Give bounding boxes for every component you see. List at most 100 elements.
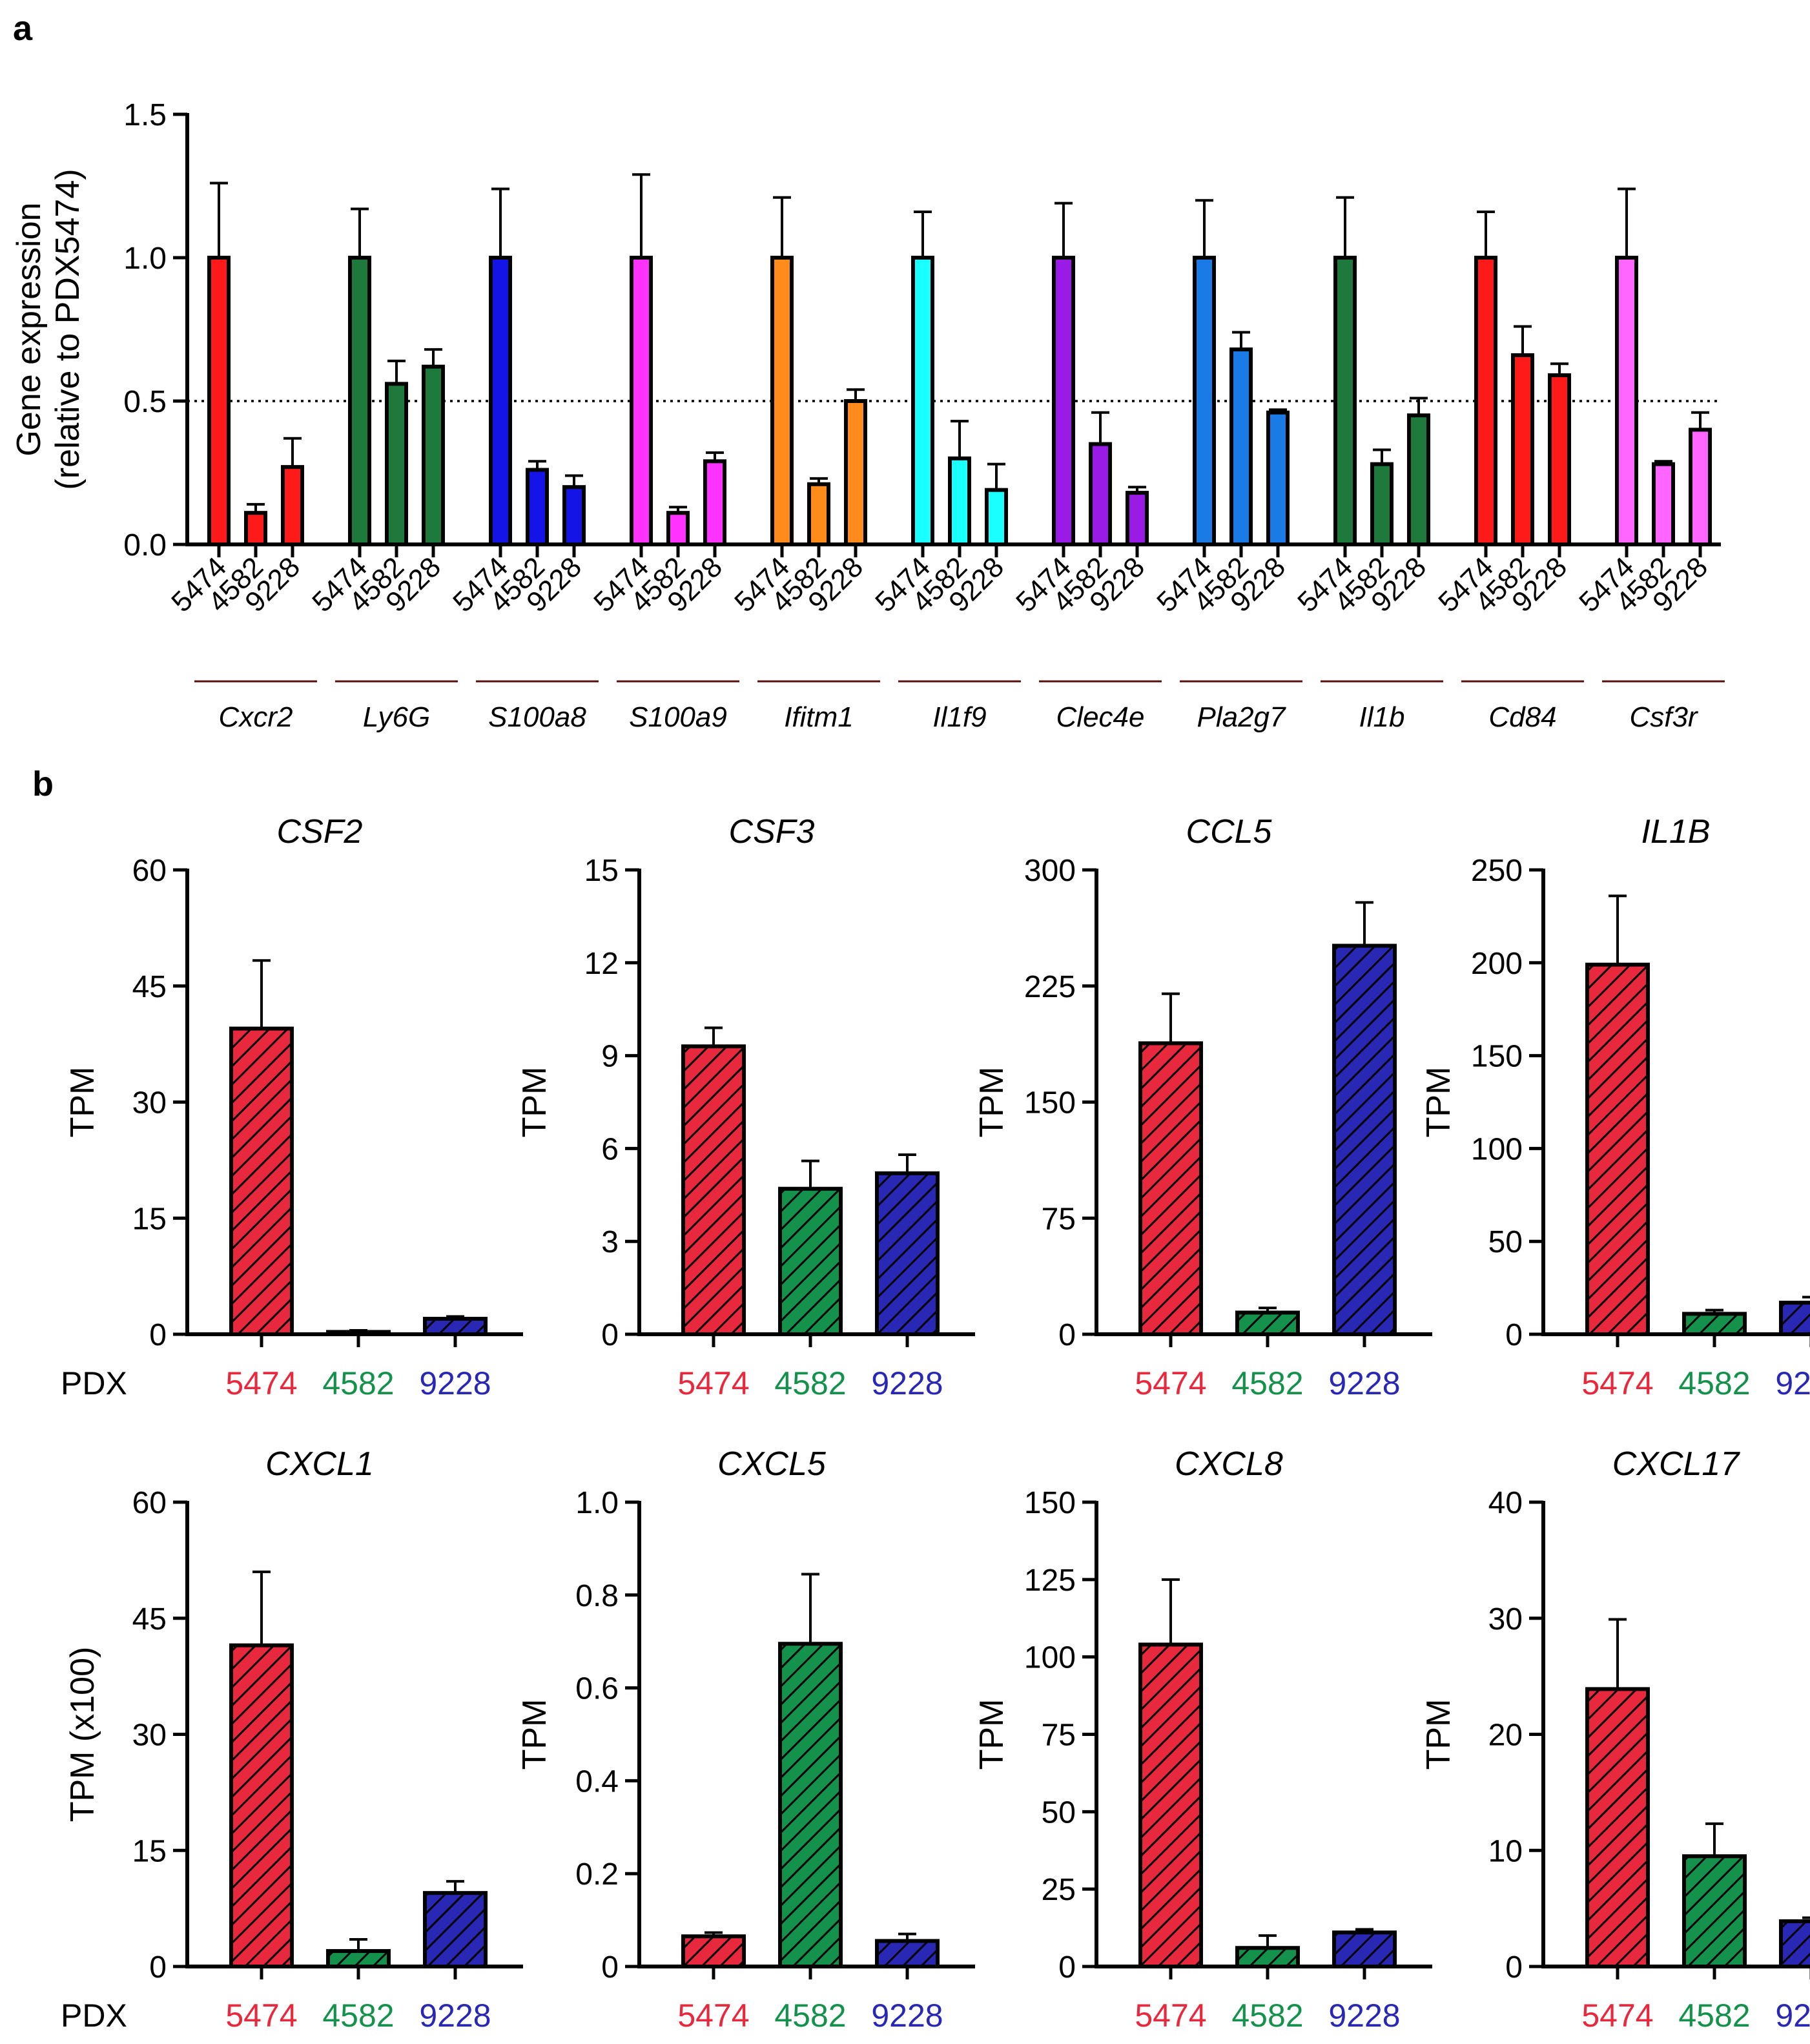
y-axis-title-line2: (relative to PDX5474) [49,169,87,490]
bar-s100a8-5474 [489,256,512,546]
chart-csf2: 0 15 30 45 60 CSF2 TPM 5474 4582 9228 PDX [61,813,523,1401]
pdx-label: PDX [61,1365,127,1401]
y-tick-label: 60 [132,854,167,888]
y-tick-label: 30 [132,1086,167,1120]
bar-csf3r-9228 [1689,428,1712,547]
x-tick-label-4582: 4582 [774,1998,846,2034]
gene-label-csf3r: Csf3r [1629,701,1698,733]
bar-pla2g7-4582 [1229,347,1253,547]
y-tick-label: 15 [132,1834,167,1868]
y-tick-label: 20 [1488,1719,1523,1753]
bar-csf3r-5474 [1615,256,1638,546]
y-tick-label: 45 [132,1602,167,1636]
x-tick-label-9228: 9228 [419,1365,491,1401]
bar-5474 [1138,1642,1203,1969]
bar-5474 [1138,1041,1203,1336]
bar-clec4e-9228 [1126,491,1149,547]
y-tick-label: 0.4 [575,1764,619,1799]
panel-a-label: a [13,9,33,48]
bar-cxcr2-9228 [281,465,304,546]
y-tick-label: 6 [601,1132,619,1166]
x-tick-label-4582: 4582 [1231,1998,1303,2034]
y-tick-label: 300 [1024,854,1076,888]
gene-label-s100a8: S100a8 [488,701,586,733]
x-tick-label-9228: 9228 [1775,1365,1810,1401]
chart-cxcl17: 0 10 20 30 40 CXCL17 TPM 5474 4582 9228 [1420,1445,1810,2034]
y-tick-label: 0.2 [575,1857,619,1892]
x-tick-label-9228: 9228 [419,1998,491,2034]
chart-cxcl1: 0 15 30 45 60 CXCL1 TPM (x100) 5474 4582 9228 PDX [61,1445,523,2034]
bar-9228 [1779,1301,1810,1337]
x-tick-label-9228: 9228 [871,1365,943,1401]
y-axis-title: TPM [516,1067,553,1138]
y-tick-label: 1.0 [123,242,167,276]
y-tick-label: 0 [601,1318,619,1352]
y-tick-label: 150 [1024,1486,1076,1520]
panel-b-charts: 0 15 30 45 60 CSF2 TPM 5474 4582 9228 PDX 0 3 6 9 12 15 C… [61,813,1810,2034]
y-axis-title: TPM [1420,1067,1457,1138]
bar-cd84-4582 [1511,353,1534,547]
y-tick-label: 0 [1505,1950,1523,1985]
bar-il1f9-4582 [948,456,971,546]
y-tick-label: 75 [1042,1719,1076,1753]
y-tick-label: 125 [1024,1564,1076,1598]
x-tick-label-4582: 4582 [1678,1365,1750,1401]
y-tick-label: 10 [1488,1834,1523,1868]
x-tick-label-9228: 9228 [1328,1998,1400,2034]
x-tick-label-4582: 4582 [322,1365,394,1401]
x-tick-label-9228: 9228 [1775,1998,1810,2034]
chart-title: CXCL5 [717,1445,827,1483]
bar-pla2g7-9228 [1266,410,1290,547]
bar-s100a8-4582 [526,468,549,546]
y-tick-label: 40 [1488,1486,1523,1520]
y-tick-label: 150 [1471,1040,1523,1074]
bar-il1f9-9228 [985,488,1008,547]
gene-label-pla2g7: Pla2g7 [1197,701,1286,733]
chart-title: CCL5 [1186,813,1273,851]
chart-title: CSF2 [277,813,363,851]
y-axis-title: TPM [973,1699,1011,1770]
gene-label-cd84: Cd84 [1488,701,1556,733]
chart-title: IL1B [1641,813,1711,851]
y-tick-label: 3 [601,1225,619,1259]
y-tick-label: 0.0 [123,528,167,563]
bar-s100a9-4582 [666,511,690,546]
chart-cxcl8: 0 25 50 75 100 125 150 CXCL8 TPM 5474 4582 9228 [973,1445,1432,2034]
y-tick-label: 0 [149,1950,167,1985]
y-axis-title-line1: Gene expression [10,202,48,456]
y-axis-title: TPM [973,1067,1011,1138]
chart-ccl5: 0 75 150 225 300 CCL5 TPM 5474 4582 9228 [973,813,1432,1401]
y-tick-label: 150 [1024,1086,1076,1120]
y-tick-label: 200 [1471,947,1523,981]
x-tick-label-4582: 4582 [1678,1998,1750,2034]
gene-label-ly6g: Ly6G [363,701,430,733]
bar-ly6g-9228 [422,364,445,546]
pdx-label: PDX [61,1998,127,2034]
y-tick-label: 0 [1505,1318,1523,1352]
x-tick-label-5474: 5474 [677,1365,749,1401]
y-tick-label: 0 [1058,1950,1076,1985]
chart-cxcl5: 0 0.2 0.4 0.6 0.8 1.0 CXCL5 TPM 5474 4582 9228 [516,1445,975,2034]
x-tick-label-5474: 5474 [225,1998,297,2034]
y-tick-label: 50 [1488,1225,1523,1259]
x-tick-label-9228: 9228 [1328,1365,1400,1401]
x-tick-label-5474: 5474 [1581,1365,1653,1401]
bar-5474 [229,1026,294,1336]
gene-label-s100a9: S100a9 [629,701,727,733]
bar-4582 [778,1186,843,1337]
bar-s100a9-9228 [703,459,726,546]
y-axis-title: TPM [1420,1699,1457,1770]
bar-il1f9-5474 [911,256,934,546]
x-tick-label-4582: 4582 [322,1998,394,2034]
y-tick-label: 225 [1024,970,1076,1004]
y-tick-label: 15 [132,1202,167,1236]
y-tick-label: 75 [1042,1202,1076,1236]
y-axis-title: TPM [516,1699,553,1770]
x-tick-label-4582: 4582 [774,1365,846,1401]
bar-s100a9-5474 [630,256,653,546]
y-tick-label: 25 [1042,1873,1076,1907]
y-tick-label: 0.5 [123,385,167,419]
bar-9228 [1332,944,1397,1336]
panel-b-label: b [32,765,54,803]
bar-4582 [1235,1310,1300,1336]
